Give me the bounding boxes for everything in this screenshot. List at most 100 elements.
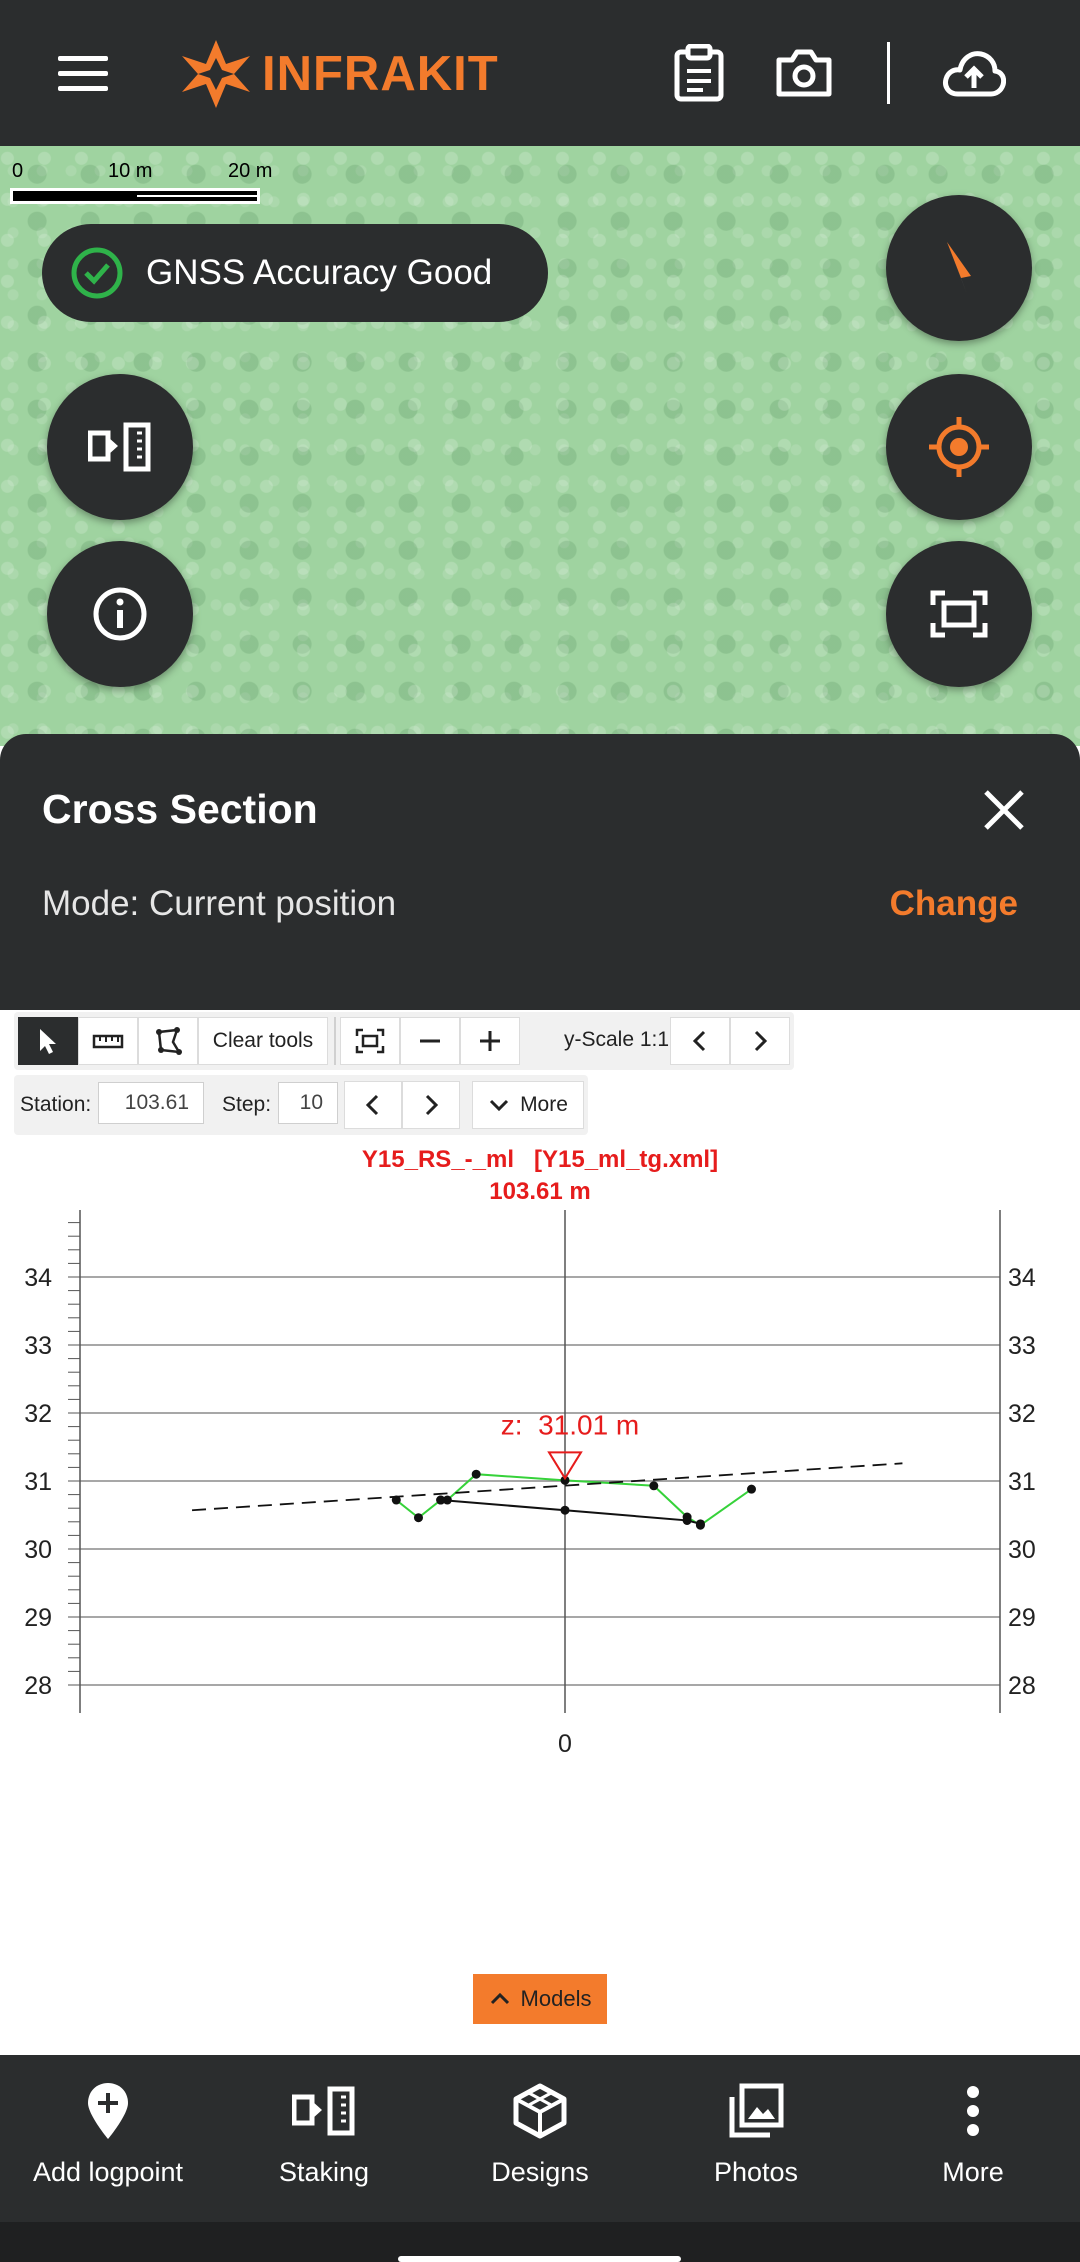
y-tick-right-32: 32 [1008,1400,1036,1428]
nav-designs[interactable]: Designs [435,2055,645,2222]
select-tool-button[interactable] [18,1017,78,1065]
station-next-button[interactable] [402,1081,460,1129]
add-logpoint-icon [88,2083,128,2139]
top-app-bar: INFRAKIT [0,0,1080,146]
designs-icon [513,2083,567,2139]
nav-add-logpoint-label: Add logpoint [32,2157,184,2187]
nav-designs-label: Designs [491,2157,589,2187]
polyline-icon [156,1027,182,1055]
nav-photos-label: Photos [713,2157,799,2187]
data-point [436,1495,446,1505]
gnss-status-pill[interactable]: GNSS Accuracy Good [42,224,548,322]
scale-label-20m: 20 m [228,160,273,182]
data-point [746,1484,756,1494]
nav-more[interactable]: More [868,2055,1078,2222]
chevron-down-icon [490,1099,509,1112]
bottom-navigation [0,2055,1080,2222]
camera-icon[interactable] [775,48,833,98]
y-tick-left-32: 32 [24,1400,52,1428]
clear-tools-button[interactable]: Clear tools [198,1017,328,1065]
fit-extent-button[interactable] [340,1017,400,1065]
clipboard-icon[interactable] [672,44,726,102]
fit-view-button[interactable] [886,541,1032,687]
nav-staking[interactable]: Staking [219,2055,429,2222]
cross-section-panel: Cross Section Mode: Current position Cha… [0,734,1080,1010]
home-indicator[interactable] [398,2256,681,2262]
mode-text: Mode: Current position [42,884,397,923]
scale-label-0: 0 [12,160,24,182]
system-navigation-bar [0,2222,1080,2262]
zoom-out-button[interactable] [400,1017,460,1065]
station-input[interactable]: 103.61 [98,1082,204,1124]
nav-add-logpoint[interactable]: Add logpoint [3,2055,213,2222]
gnss-status-text: GNSS Accuracy Good [146,253,493,292]
y-tick-left-34: 34 [24,1264,52,1292]
station-prev-button[interactable] [344,1081,402,1129]
y-tick-right-28: 28 [1008,1672,1036,1700]
y-scale-decrease-button[interactable] [670,1017,730,1065]
models-button[interactable]: Models [473,1974,607,2024]
staking-mode-button[interactable] [47,374,193,520]
cross-section-chart[interactable]: 34 34 33 33 32 32 31 31 30 30 29 29 28 28 0 z: 31.01 m [0,1200,1080,1760]
y-tick-left-33: 33 [24,1332,52,1360]
staking-icon [292,2086,355,2136]
chart-subtitle: 103.61 m [489,1178,591,1205]
position-marker [547,1451,583,1481]
ruler-icon [92,1034,124,1049]
y-tick-left-30: 30 [24,1536,52,1564]
check-circle-icon [71,247,123,299]
x-tick-0: 0 [558,1730,572,1758]
compass-icon [947,242,971,294]
locate-icon [929,417,989,477]
staking-mode-icon [88,422,151,472]
polyline-tool-button[interactable] [138,1017,198,1065]
y-tick-left-31: 31 [24,1468,52,1496]
data-point [682,1515,692,1525]
toolbar-divider [887,42,890,104]
y-scale-label: y-Scale 1:1 [564,1028,670,1051]
nav-more-label: More [942,2157,1004,2187]
elevation-label: z: 31.01 m [501,1409,640,1440]
more-options-button[interactable]: More [472,1081,584,1129]
change-mode-button[interactable]: Change [889,884,1018,923]
photos-icon [729,2083,784,2138]
info-button[interactable] [47,541,193,687]
zoom-in-button[interactable] [460,1017,520,1065]
map-view[interactable]: 0 10 m 20 m GNSS Accuracy Good [0,146,1080,746]
data-point [471,1469,481,1479]
data-point [560,1505,570,1515]
chevron-up-icon [490,1992,509,2005]
fit-view-icon [930,590,988,638]
close-icon[interactable] [982,788,1026,832]
map-scale-bar: 0 10 m 20 m [10,160,280,210]
brand-name: INFRAKIT [262,47,499,101]
series-line-2 [191,1462,903,1512]
locate-button[interactable] [886,374,1032,520]
step-label: Step: [222,1093,272,1116]
data-point [649,1481,659,1491]
step-input[interactable]: 10 [278,1082,338,1124]
measure-tool-button[interactable] [78,1017,138,1065]
plus-icon [480,1031,500,1051]
infrakit-logo: INFRAKIT [178,36,499,112]
cs-toolbar-row-2: Station: 103.61 Step: 10 More [14,1075,588,1135]
minus-icon [420,1039,440,1043]
chevron-right-icon [425,1094,439,1116]
y-scale-increase-button[interactable] [730,1017,790,1065]
fit-extent-icon [355,1028,385,1054]
menu-icon[interactable] [58,56,108,92]
panel-title: Cross Section [42,786,318,832]
data-point [560,1475,570,1485]
chevron-left-icon [365,1094,379,1116]
models-button-label: Models [520,1986,592,2011]
cs-toolbar-row-1: Clear tools y-Scale 1:1 [14,1012,794,1070]
compass-button[interactable] [886,195,1032,341]
cloud-upload-icon[interactable] [942,48,1006,98]
series-line-1 [440,1499,701,1525]
nav-staking-label: Staking [278,2157,370,2187]
data-point [695,1519,705,1529]
scale-label-10m: 10 m [108,160,153,182]
nav-photos[interactable]: Photos [651,2055,861,2222]
data-point [413,1513,423,1523]
y-tick-right-29: 29 [1008,1604,1036,1632]
